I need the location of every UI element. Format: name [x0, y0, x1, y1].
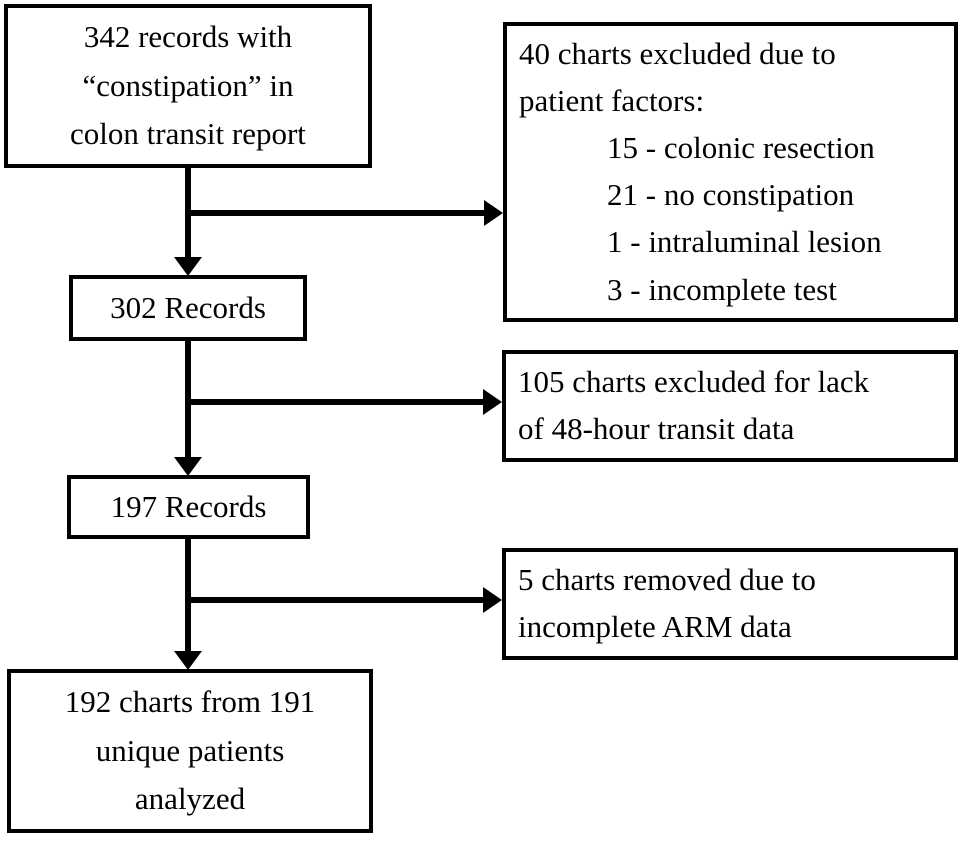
arrowhead-down-icon: [174, 257, 202, 276]
connector-branch-to-transit: [185, 399, 485, 405]
node-302-records: 302 Records: [69, 275, 307, 341]
node-final-line: analyzed: [134, 781, 246, 817]
arrowhead-right-icon: [483, 389, 502, 415]
node-source-line: 342 records with: [83, 18, 293, 54]
node-197-records: 197 Records: [67, 475, 310, 539]
arrowhead-down-icon: [174, 457, 202, 476]
node-final-line: 192 charts from 191: [64, 683, 316, 719]
node-final-analyzed: 192 charts from 191 unique patients anal…: [7, 669, 373, 833]
exclusion-line: of 48-hour transit data: [518, 411, 795, 447]
exclusion-line: incomplete ARM data: [518, 609, 792, 645]
exclusion-item: 3 - incomplete test: [607, 271, 837, 307]
exclusion-item: 15 - colonic resection: [607, 130, 875, 166]
exclusion-line: 5 charts removed due to: [518, 562, 816, 597]
node-final-line: unique patients: [95, 732, 285, 768]
exclusion-item: 21 - no constipation: [607, 177, 855, 213]
arrowhead-down-icon: [174, 651, 202, 670]
node-removed-arm-data: 5 charts removed due to incomplete ARM d…: [502, 548, 958, 660]
exclusion-line: 40 charts excluded due to: [519, 36, 836, 71]
node-source-line: colon transit report: [70, 116, 306, 152]
connector-branch-to-patient-factors: [185, 210, 486, 216]
node-197-records-label: 197 Records: [110, 488, 267, 524]
arrowhead-right-icon: [483, 587, 502, 613]
exclusion-line: 105 charts excluded for lack: [518, 364, 870, 399]
node-excluded-transit-data: 105 charts excluded for lack of 48-hour …: [502, 350, 958, 462]
node-source-line: “constipation” in: [82, 67, 294, 103]
connector-branch-to-arm: [185, 597, 485, 603]
arrowhead-right-icon: [484, 200, 503, 226]
node-excluded-patient-factors: 40 charts excluded due to patient factor…: [503, 22, 958, 322]
exclusion-line: patient factors:: [519, 83, 705, 119]
node-source-records: 342 records with “constipation” in colon…: [4, 4, 372, 168]
node-302-records-label: 302 Records: [110, 289, 266, 325]
connector-197-to-final: [185, 539, 191, 652]
exclusion-item: 1 - intraluminal lesion: [607, 224, 882, 260]
